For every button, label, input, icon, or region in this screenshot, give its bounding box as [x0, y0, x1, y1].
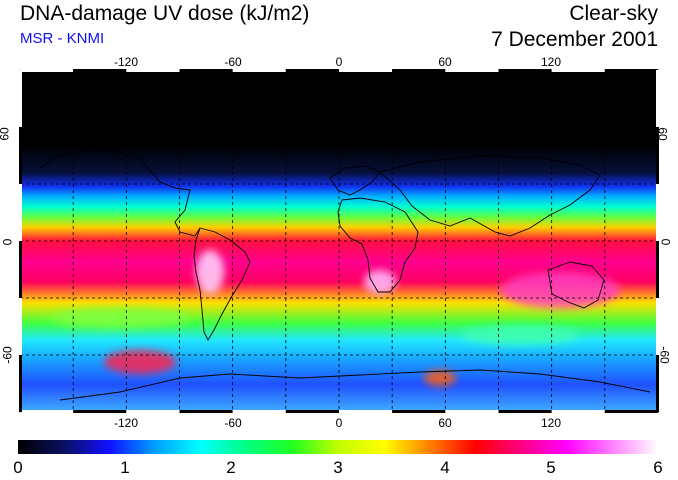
coast-europe — [329, 165, 381, 196]
lon-tick-top: 60 — [438, 55, 452, 69]
lat-tick-left: -60 — [0, 346, 15, 364]
frame-tick-segment — [19, 241, 22, 298]
frame-tick-segment — [126, 410, 180, 413]
colorbar-label: 4 — [440, 458, 450, 477]
frame-tick-segment — [19, 355, 22, 412]
frame-tick-segment — [656, 241, 659, 298]
frame-tick-segment — [19, 127, 22, 184]
lon-tick-top: 0 — [335, 55, 343, 69]
colorbar-label: 6 — [653, 458, 663, 477]
frame-tick-segment — [19, 70, 22, 127]
frame-tick-segment — [445, 410, 499, 413]
frame-tick-segment — [551, 410, 605, 413]
frame-tick-segment — [232, 69, 286, 72]
frame-tick-segment — [656, 127, 659, 184]
frame-tick-segment — [285, 69, 339, 72]
lon-tick-bottom: 60 — [438, 416, 452, 430]
colorbar-label: 5 — [546, 458, 556, 477]
coast-antarctica — [59, 369, 651, 401]
coast-north-america — [39, 149, 201, 237]
colorbar-label: 1 — [120, 458, 130, 477]
frame-tick-segment — [179, 410, 233, 413]
frame-tick-segment — [126, 69, 180, 72]
lon-tick-bottom: 0 — [335, 416, 343, 430]
lat-tick-right: 60 — [655, 127, 670, 141]
frame-tick-segment — [445, 69, 499, 72]
map-title: DNA-damage UV dose (kJ/m2) — [20, 2, 310, 25]
frame-tick-segment — [179, 69, 233, 72]
coast-asia — [379, 155, 601, 237]
frame-tick-segment — [19, 298, 22, 355]
lon-tick-top: -60 — [224, 55, 242, 69]
lat-tick-left: 0 — [0, 238, 15, 246]
lon-tick-bottom: 120 — [540, 416, 562, 430]
lon-tick-top: -120 — [113, 55, 139, 69]
frame-tick-segment — [20, 69, 74, 72]
frame-tick-segment — [339, 69, 393, 72]
frame-tick-segment — [604, 410, 658, 413]
lon-tick-top: 120 — [540, 55, 562, 69]
frame-tick-segment — [392, 69, 446, 72]
lat-tick-right: -60 — [657, 346, 672, 364]
lat-tick-right: 0 — [658, 238, 673, 246]
frame-tick-segment — [392, 410, 446, 413]
coast-australia — [547, 261, 605, 309]
frame-tick-segment — [498, 69, 552, 72]
frame-tick-segment — [232, 410, 286, 413]
frame-tick-segment — [656, 184, 659, 241]
colorbar-label: 3 — [333, 458, 343, 477]
frame-tick-segment — [73, 410, 127, 413]
colorbar — [18, 440, 658, 454]
frame-tick-segment — [20, 410, 74, 413]
colorbar-label: 0 — [13, 458, 23, 477]
frame-tick-segment — [498, 410, 552, 413]
sky-condition-label: Clear-sky — [569, 2, 658, 25]
frame-tick-segment — [73, 69, 127, 72]
coast-africa — [337, 197, 419, 293]
frame-tick-segment — [656, 355, 659, 412]
coast-south-america — [193, 227, 251, 341]
coastlines — [39, 149, 651, 401]
lon-tick-bottom: -60 — [224, 416, 242, 430]
graticule — [20, 70, 658, 412]
source-label: MSR - KNMI — [20, 30, 105, 47]
frame-tick-segment — [656, 298, 659, 355]
date-label: 7 December 2001 — [491, 28, 658, 51]
lon-tick-bottom: -120 — [113, 416, 139, 430]
frame-tick-segment — [339, 410, 393, 413]
frame-ticks — [19, 69, 659, 413]
frame-tick-segment — [551, 69, 605, 72]
colorbar-label: 2 — [226, 458, 236, 477]
frame-tick-segment — [656, 70, 659, 127]
frame-tick-segment — [604, 69, 658, 72]
lat-tick-left: 60 — [0, 127, 12, 141]
frame-tick-segment — [285, 410, 339, 413]
frame-tick-segment — [19, 184, 22, 241]
